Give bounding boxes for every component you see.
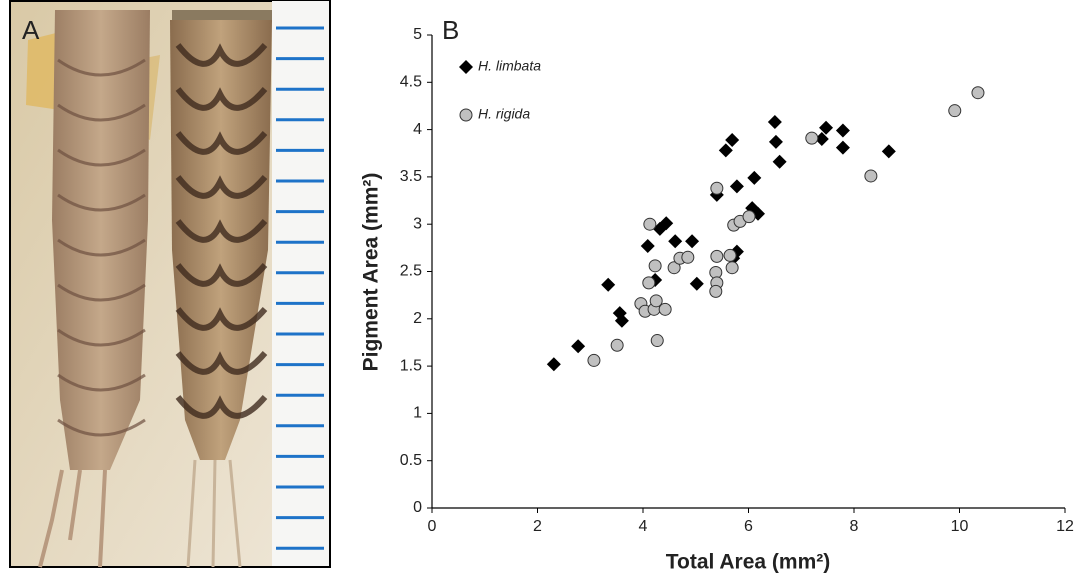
y-tick-label: 2 xyxy=(413,310,422,327)
segment xyxy=(175,395,268,419)
segment xyxy=(175,307,268,331)
y-tick-label: 5 xyxy=(413,26,422,43)
point xyxy=(614,313,629,328)
y-tick-label: 0 xyxy=(413,499,422,516)
legend-marker xyxy=(459,108,473,122)
point xyxy=(685,234,700,249)
segment xyxy=(175,87,268,111)
point xyxy=(768,134,783,149)
point xyxy=(729,179,744,194)
legend-text: H. rigida xyxy=(478,106,530,122)
segment xyxy=(175,175,268,199)
y-tick-label: 1 xyxy=(413,405,422,422)
x-tick-label: 4 xyxy=(639,518,648,535)
point xyxy=(642,276,656,290)
segment xyxy=(175,263,268,287)
segment xyxy=(57,418,146,437)
y-tick-label: 0.5 xyxy=(400,452,422,469)
segment xyxy=(175,219,268,243)
x-tick-label: 2 xyxy=(533,518,542,535)
point xyxy=(571,339,586,354)
legend-marker xyxy=(459,60,473,74)
y-tick-label: 3 xyxy=(413,215,422,232)
point xyxy=(648,259,662,273)
point xyxy=(881,144,896,159)
point xyxy=(767,115,782,130)
y-tick-label: 4.5 xyxy=(400,74,422,91)
x-tick-label: 12 xyxy=(1056,518,1074,535)
point xyxy=(710,249,724,263)
segment xyxy=(57,328,146,347)
panel-label: A xyxy=(22,15,40,45)
point xyxy=(650,334,664,348)
point xyxy=(640,238,655,253)
point xyxy=(668,234,683,249)
point xyxy=(772,154,787,169)
segment xyxy=(175,131,268,155)
point xyxy=(601,277,616,292)
x-axis-title: Total Area (mm²) xyxy=(666,551,831,574)
y-tick-label: 2.5 xyxy=(400,263,422,280)
point xyxy=(747,170,762,185)
point xyxy=(725,133,740,148)
y-tick-label: 3.5 xyxy=(400,168,422,185)
point xyxy=(709,284,723,298)
segment xyxy=(57,238,146,257)
segment xyxy=(57,373,146,392)
photo xyxy=(9,0,331,568)
point xyxy=(971,86,985,100)
x-tick-label: 8 xyxy=(850,518,859,535)
segment xyxy=(57,148,146,167)
y-tick-label: 1.5 xyxy=(400,357,422,374)
point xyxy=(805,131,819,145)
y-tick-label: 4 xyxy=(413,121,422,138)
point xyxy=(643,217,657,231)
segment xyxy=(57,103,146,122)
point xyxy=(835,123,850,138)
point xyxy=(814,132,829,147)
point xyxy=(819,120,834,135)
point xyxy=(742,210,756,224)
point xyxy=(835,140,850,155)
segment xyxy=(57,193,146,212)
x-tick-label: 0 xyxy=(428,518,437,535)
point xyxy=(546,357,561,372)
panel-label: B xyxy=(442,15,459,45)
legend-text: H. limbata xyxy=(478,58,541,74)
point xyxy=(610,338,624,352)
segment xyxy=(175,43,268,67)
segment xyxy=(57,58,146,77)
point xyxy=(710,181,724,195)
point xyxy=(689,276,704,291)
x-tick-label: 10 xyxy=(951,518,969,535)
point xyxy=(864,169,878,183)
point xyxy=(725,261,739,275)
point xyxy=(718,143,733,158)
point xyxy=(948,104,962,118)
point xyxy=(587,353,601,367)
segment xyxy=(57,283,146,302)
point xyxy=(681,250,695,264)
point xyxy=(649,294,663,308)
point xyxy=(659,216,674,231)
y-axis-title: Pigment Area (mm²) xyxy=(360,173,383,372)
x-tick-label: 6 xyxy=(744,518,753,535)
point xyxy=(658,302,672,316)
point xyxy=(667,261,681,275)
point xyxy=(723,248,737,262)
segment xyxy=(175,351,268,375)
